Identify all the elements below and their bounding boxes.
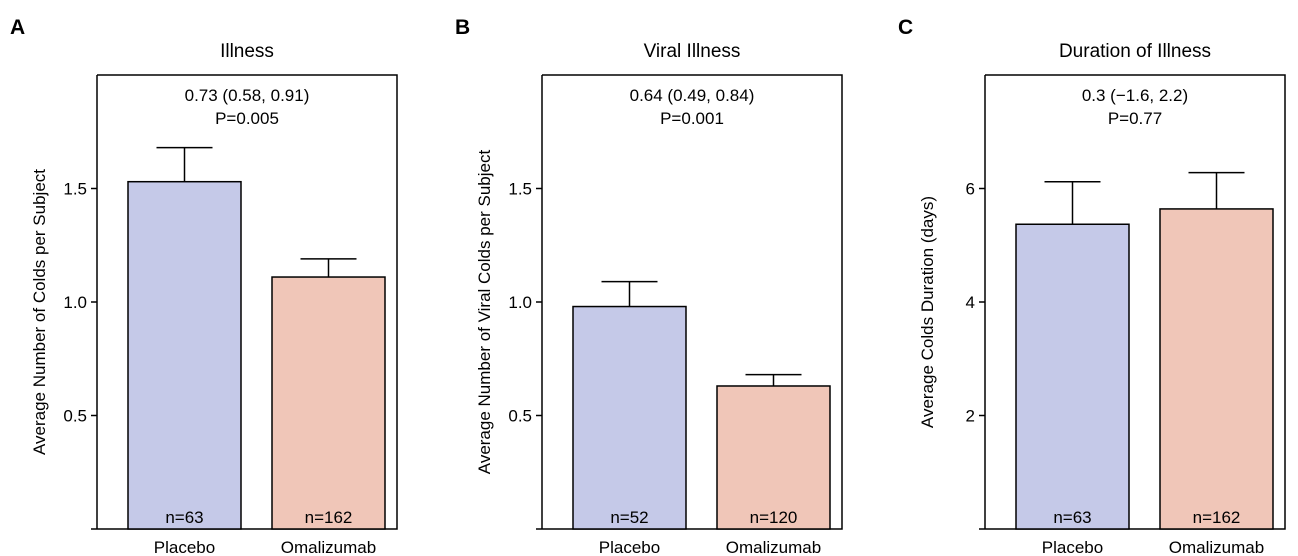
y-axis-label: Average Colds Duration (days) <box>918 196 937 428</box>
panel-letter: A <box>10 16 25 39</box>
bar-placebo <box>127 180 242 530</box>
bar-omalizumab <box>716 385 831 530</box>
panel-letter: B <box>455 16 470 39</box>
bar-omalizumab <box>271 276 386 530</box>
y-tick-label: 6 <box>966 180 975 199</box>
y-tick-label: 1.5 <box>508 180 532 199</box>
n-label-placebo: n=63 <box>165 508 203 527</box>
y-tick-label: 1.5 <box>63 180 87 199</box>
plot-frame <box>97 74 398 530</box>
y-tick-label: 1.0 <box>508 293 532 312</box>
plot-frame <box>985 74 1286 530</box>
y-tick-label: 0.5 <box>63 407 87 426</box>
n-label-omalizumab: n=162 <box>305 508 353 527</box>
n-label-omalizumab: n=162 <box>1193 508 1241 527</box>
panel-letter: C <box>898 16 913 39</box>
y-axis-label: Average Number of Viral Colds per Subjec… <box>475 150 494 475</box>
p-value: P=0.001 <box>660 109 724 128</box>
x-tick-label-omalizumab: Omalizumab <box>726 538 821 556</box>
chart-panel-a: A Illness 0.5 1.0 1.5 Average Number of Colds… <box>10 16 398 556</box>
n-label-omalizumab: n=120 <box>750 508 798 527</box>
chart-panel-c: C Duration of Illness 2 4 6 Average Colds Dur… <box>898 16 1286 556</box>
y-axis-label: Average Number of Colds per Subject <box>30 169 49 455</box>
x-tick-label-placebo: Placebo <box>1042 538 1103 556</box>
bar-omalizumab <box>1159 208 1274 530</box>
y-tick-label: 4 <box>966 293 975 312</box>
plot-frame <box>542 74 843 530</box>
y-tick-label: 2 <box>966 407 975 426</box>
n-label-placebo: n=63 <box>1053 508 1091 527</box>
bar-placebo <box>572 305 687 530</box>
x-tick-label-omalizumab: Omalizumab <box>281 538 376 556</box>
chart-title: Illness <box>220 41 274 62</box>
p-value: P=0.005 <box>215 109 279 128</box>
chart-title: Duration of Illness <box>1059 41 1211 62</box>
y-tick-label: 0.5 <box>508 407 532 426</box>
effect-estimate: 0.64 (0.49, 0.84) <box>630 86 755 105</box>
p-value: P=0.77 <box>1108 109 1162 128</box>
x-tick-label-placebo: Placebo <box>154 538 215 556</box>
effect-estimate: 0.73 (0.58, 0.91) <box>185 86 310 105</box>
x-tick-label-omalizumab: Omalizumab <box>1169 538 1264 556</box>
y-tick-label: 1.0 <box>63 293 87 312</box>
n-label-placebo: n=52 <box>610 508 648 527</box>
bar-placebo <box>1015 223 1130 530</box>
x-tick-label-placebo: Placebo <box>599 538 660 556</box>
effect-estimate: 0.3 (−1.6, 2.2) <box>1082 86 1188 105</box>
chart-panel-b: B Viral Illness 0.5 1.0 1.5 Average Number of… <box>455 16 843 556</box>
chart-title: Viral Illness <box>644 41 741 62</box>
